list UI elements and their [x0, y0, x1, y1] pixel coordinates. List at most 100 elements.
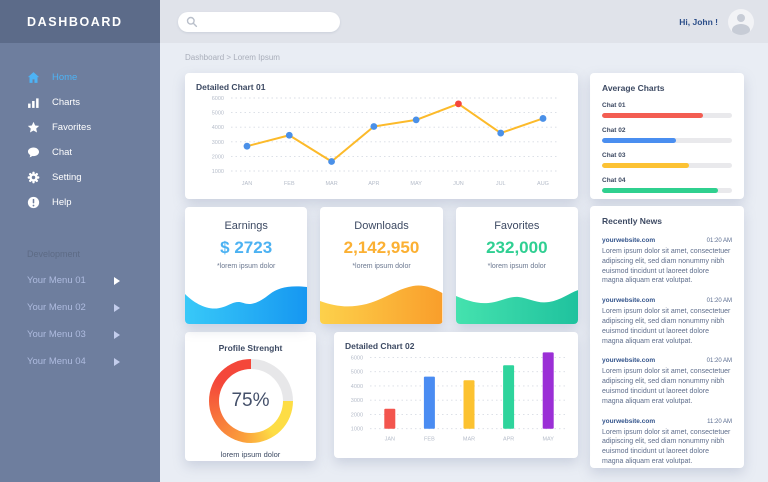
stat-wave-chart [185, 286, 308, 324]
news-site-link[interactable]: yourwebsite.com [602, 237, 656, 244]
sidebar-item-your-menu-04[interactable]: Your Menu 04 [0, 348, 160, 375]
stat-value: 232,000 [486, 238, 548, 257]
stat-card-earnings: Earnings $ 2723 *lorem ipsum dolor [185, 207, 308, 324]
news-body: Lorem ipsum dolor sit amet, consectetuer… [602, 248, 731, 285]
stats-row: Earnings $ 2723 *lorem ipsum dolor Download… [185, 207, 578, 324]
svg-text:JAN: JAN [242, 181, 252, 187]
progress-list: Chat 01 Chat 02 Chat 03 Chat 04 [602, 102, 732, 193]
home-icon [27, 71, 40, 84]
svg-text:1000: 1000 [351, 427, 363, 433]
detailed-chart-02-title: Detailed Chart 02 [345, 341, 415, 351]
stat-title: Downloads [354, 220, 409, 232]
sidebar-section-label: Development [27, 249, 81, 259]
news-timestamp: 01:20 AM [706, 238, 732, 244]
sidebar-item-label: Charts [52, 97, 80, 108]
stat-wave-chart [455, 290, 578, 324]
stat-title: Favorites [494, 220, 540, 232]
svg-text:5000: 5000 [351, 370, 363, 376]
progress-item-4: Chat 04 [602, 177, 732, 193]
progress-label: Chat 04 [602, 177, 626, 184]
sidebar-item-charts[interactable]: Charts [0, 90, 160, 115]
chat-icon [27, 146, 40, 159]
sidebar-item-favorites[interactable]: Favorites [0, 115, 160, 140]
svg-text:JUL: JUL [496, 181, 506, 187]
svg-text:MAR: MAR [325, 181, 337, 187]
sidebar-dev-menu: Your Menu 01 Your Menu 02 Your Menu 03 Your… [0, 267, 160, 375]
stat-value: 2,142,950 [343, 238, 420, 257]
search-box[interactable] [178, 11, 340, 32]
sidebar-item-your-menu-03[interactable]: Your Menu 03 [0, 321, 160, 348]
stat-wave-chart [320, 285, 443, 324]
sidebar-item-label: Chat [52, 147, 73, 158]
progress-track [602, 113, 732, 118]
svg-text:4000: 4000 [212, 125, 224, 131]
news-body: Lorem ipsum dolor sit amet, consectetuer… [602, 428, 731, 465]
svg-text:2000: 2000 [212, 154, 224, 160]
sidebar-item-label: Your Menu 03 [27, 329, 86, 340]
stat-title: Earnings [224, 220, 268, 232]
sidebar-item-your-menu-02[interactable]: Your Menu 02 [0, 294, 160, 321]
sidebar-item-label: Setting [52, 172, 82, 183]
topbar: Hi, John ! [160, 0, 768, 43]
charts-icon [27, 96, 40, 109]
submenu-arrow-icon [114, 303, 120, 312]
news-body: Lorem ipsum dolor sit amet, consectetuer… [602, 308, 731, 345]
svg-text:MAR: MAR [463, 436, 475, 442]
news-site-link[interactable]: yourwebsite.com [602, 357, 656, 365]
progress-label: Chat 01 [602, 102, 626, 109]
submenu-arrow-icon [114, 330, 120, 339]
progress-fill [602, 188, 718, 193]
detailed-chart-01-card: Detailed Chart 01 6000 5000 4000 3000 2000 10… [185, 73, 578, 199]
svg-text:6000: 6000 [351, 355, 363, 361]
svg-text:JUN: JUN [453, 181, 464, 187]
news-timestamp: 01:20 AM [706, 298, 732, 305]
detailed-chart-02-card: Detailed Chart 02 6000 5000 4000 3000 2000 10… [334, 332, 578, 458]
help-icon [27, 196, 40, 209]
sidebar-item-label: Your Menu 01 [27, 275, 86, 286]
profile-strength-card: Profile Strenght 75% lorem ipsum dolor [185, 332, 316, 461]
sidebar-item-label: Your Menu 02 [27, 302, 86, 313]
progress-fill [602, 113, 704, 118]
content: Dashboard > Lorem Ipsum Detailed Chart 0… [160, 43, 768, 482]
sidebar: DASHBOARD Home Charts Favorites Chat Setting… [0, 0, 160, 482]
submenu-arrow-icon [114, 276, 120, 285]
stat-card-favorites: Favorites 232,000 *lorem ipsum dolor [455, 207, 578, 324]
search-icon [186, 16, 198, 27]
sidebar-item-setting[interactable]: Setting [0, 165, 160, 190]
news-item-3: yourwebsite.com 01:20 AM Lorem ipsum dolor… [602, 357, 732, 406]
stat-note: *lorem ipsum dolor [487, 263, 546, 270]
star-icon [27, 121, 40, 134]
news-site-link[interactable]: yourwebsite.com [602, 297, 656, 305]
progress-item-2: Chat 02 [602, 127, 732, 143]
recently-news-title: Recently News [602, 216, 662, 226]
stat-value: $ 2723 [220, 238, 273, 257]
sidebar-item-your-menu-01[interactable]: Your Menu 01 [0, 267, 160, 294]
svg-text:FEB: FEB [424, 436, 435, 442]
user-avatar[interactable] [728, 8, 754, 35]
svg-text:MAY: MAY [410, 181, 422, 187]
stat-note: *lorem ipsum dolor [216, 263, 276, 270]
profile-strength-title: Profile Strenght [218, 343, 283, 353]
svg-text:1000: 1000 [212, 169, 224, 175]
sidebar-item-help[interactable]: Help [0, 190, 160, 215]
svg-text:3000: 3000 [351, 398, 363, 404]
stat-note: *lorem ipsum dolor [352, 263, 411, 270]
svg-text:3000: 3000 [212, 140, 224, 146]
sidebar-item-home[interactable]: Home [0, 65, 160, 90]
svg-text:6000: 6000 [212, 96, 224, 102]
svg-text:MAY: MAY [542, 436, 554, 442]
progress-label: Chat 02 [602, 127, 626, 134]
news-item-2: yourwebsite.com 01:20 AM Lorem ipsum dolor… [602, 297, 732, 346]
news-timestamp: 11:20 AM [707, 418, 732, 425]
sidebar-menu: Home Charts Favorites Chat Setting Help [0, 65, 160, 215]
gear-icon [27, 171, 40, 184]
avatar-person-icon [737, 13, 745, 22]
svg-text:2000: 2000 [351, 412, 363, 418]
sidebar-item-chat[interactable]: Chat [0, 140, 160, 165]
news-site-link[interactable]: yourwebsite.com [602, 417, 656, 425]
news-timestamp: 01:20 AM [706, 358, 732, 365]
sidebar-item-label: Help [52, 197, 72, 208]
search-input[interactable] [203, 17, 332, 26]
svg-text:APR: APR [368, 181, 379, 187]
